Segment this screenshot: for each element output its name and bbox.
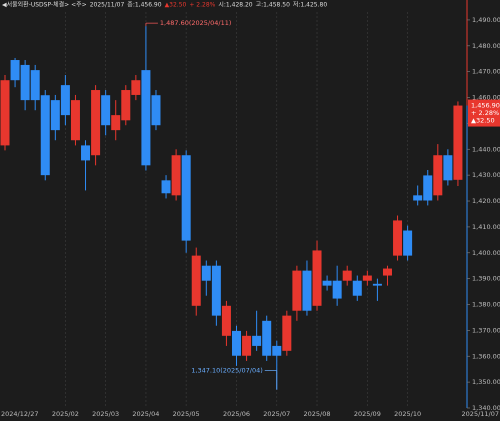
x-tick-label: 2025/02	[52, 410, 79, 418]
y-tick-label: 1,490.00	[472, 16, 500, 24]
annotation: 1,487.60(2025/04/11)	[160, 19, 231, 27]
y-tick-label: 1,360.00	[472, 352, 500, 360]
candle-body	[40, 95, 50, 176]
candle-body	[171, 155, 181, 196]
candle-body	[312, 250, 322, 306]
x-tick-label: 2025/11/07	[462, 410, 499, 418]
candle-body	[252, 335, 262, 346]
x-tick-label: 2025/07	[263, 410, 290, 418]
x-tick-label: 2024/12/27	[1, 410, 38, 418]
header-date: 2025/11/07	[90, 2, 125, 9]
candle-body	[70, 100, 80, 141]
candle-body	[20, 64, 30, 101]
y-tick-label: 1,420.00	[472, 197, 500, 205]
price-tag-price: 1,456.90	[471, 102, 500, 110]
candle-body	[141, 70, 151, 166]
header-label: ◀서울외환-USDSP-체결> <주>	[2, 1, 87, 9]
price-tag	[468, 99, 500, 127]
candle-body	[352, 280, 362, 296]
candle-body	[362, 275, 372, 281]
candle-body	[131, 80, 141, 95]
candle-body	[30, 70, 40, 101]
candle-body	[191, 255, 201, 306]
y-tick-label: 1,410.00	[472, 223, 500, 231]
header-change: ▲32.50	[165, 2, 187, 9]
price-tag-pct: + 2.28%	[471, 109, 499, 117]
y-tick-label: 1,370.00	[472, 326, 500, 334]
candle-body	[242, 335, 252, 356]
candle-body	[221, 305, 231, 336]
header-close: 종:1,456.90	[127, 2, 161, 9]
y-tick-label: 1,480.00	[472, 42, 500, 50]
header-low: 저:1,425.80	[293, 1, 327, 9]
x-tick-label: 2025/09	[354, 410, 381, 418]
y-tick-label: 1,430.00	[472, 171, 500, 179]
price-tag-change: ▲32.50	[471, 117, 495, 125]
y-tick-label: 1,390.00	[472, 275, 500, 283]
candle-body	[262, 320, 272, 356]
y-tick-label: 1,470.00	[472, 68, 500, 76]
candle-body	[292, 270, 302, 311]
candle-body	[10, 60, 20, 81]
x-tick-label: 2025/04	[132, 410, 159, 418]
candle-body	[181, 155, 191, 241]
y-tick-label: 1,440.00	[472, 145, 500, 153]
y-tick-label: 1,340.00	[472, 404, 500, 412]
y-tick-label: 1,400.00	[472, 249, 500, 257]
candle-body	[201, 265, 211, 281]
x-tick-label: 2025/03	[92, 410, 119, 418]
candle-body	[372, 283, 382, 286]
y-tick-label: 1,460.00	[472, 94, 500, 102]
candle-body	[81, 145, 91, 161]
y-tick-label: 1,350.00	[472, 378, 500, 386]
candle-body	[91, 90, 101, 156]
candle-body	[211, 265, 221, 316]
candle-body	[322, 280, 332, 286]
candle-body	[413, 195, 423, 201]
candle-body	[382, 268, 392, 276]
candle-body	[433, 155, 443, 196]
candle-body	[60, 85, 70, 116]
candle-body	[272, 345, 282, 356]
candle-body	[50, 100, 60, 131]
x-tick-label: 2025/06	[223, 410, 250, 418]
candle-body	[393, 220, 403, 256]
candle-body	[161, 180, 171, 194]
candle-body	[453, 105, 463, 180]
candle-body	[302, 270, 312, 311]
candle-body	[111, 115, 121, 131]
candle-body	[403, 230, 413, 256]
x-tick-label: 2025/05	[173, 410, 200, 418]
annotation: 1,347.10(2025/07/04)	[191, 367, 262, 375]
candle-body	[121, 90, 131, 121]
candle-body	[443, 155, 453, 181]
candle-body	[342, 270, 352, 281]
candle-body	[423, 175, 433, 201]
header-change-pct: + 2.28%	[189, 2, 215, 9]
y-tick-label: 1,380.00	[472, 301, 500, 309]
header-high: 고:1,458.50	[256, 2, 290, 9]
x-tick-label: 2025/10	[394, 410, 421, 418]
x-tick-label: 2025/08	[304, 410, 331, 418]
candle-body	[282, 315, 292, 351]
candle-body	[332, 280, 342, 299]
header-open: 시:1,428.20	[218, 2, 252, 9]
candle-body	[101, 95, 111, 126]
candle-body	[151, 95, 161, 126]
candle-body	[232, 330, 241, 356]
candle-body	[0, 80, 10, 146]
